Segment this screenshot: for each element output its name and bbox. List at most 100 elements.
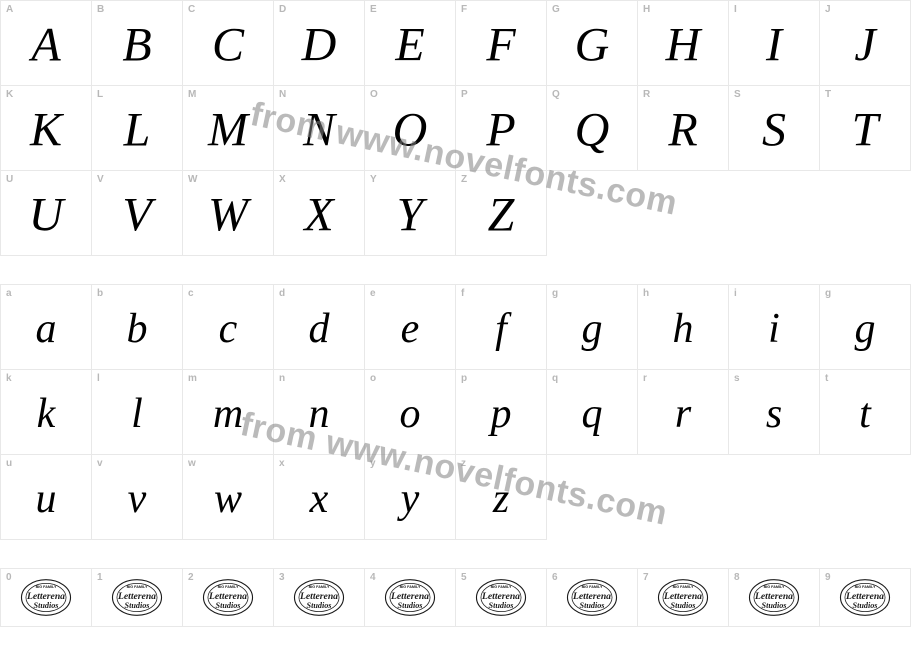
- glyph-cell: DD: [274, 1, 365, 86]
- cell-glyph: r: [675, 393, 691, 435]
- glyph-cell: TT: [820, 86, 911, 171]
- cell-label: T: [825, 89, 831, 100]
- cell-label: Z: [461, 174, 467, 185]
- glyph-cell: YY: [365, 171, 456, 256]
- svg-text:Studios: Studios: [125, 601, 150, 610]
- cell-label: I: [734, 4, 737, 15]
- cell-label: D: [279, 4, 286, 15]
- cell-glyph: g: [855, 308, 876, 350]
- studio-badge: BIG FAMILY Letterena Studios: [202, 577, 254, 624]
- cell-label: 0: [6, 572, 12, 583]
- cell-glyph: p: [491, 393, 512, 435]
- studio-badge: BIG FAMILY Letterena Studios: [566, 577, 618, 624]
- cell-glyph: K: [30, 106, 62, 154]
- glyph-cell: nn: [274, 370, 365, 455]
- digit-cell: 6 BIG FAMILY Letterena Studios: [547, 569, 638, 627]
- cell-label: 5: [461, 572, 467, 583]
- cell-label: W: [188, 174, 197, 185]
- svg-text:Studios: Studios: [398, 601, 423, 610]
- glyph-cell: kk: [1, 370, 92, 455]
- svg-text:Studios: Studios: [853, 601, 878, 610]
- cell-glyph: U: [29, 191, 64, 239]
- studio-badge: BIG FAMILY Letterena Studios: [20, 577, 72, 624]
- cell-glyph: w: [214, 478, 242, 520]
- cell-label: q: [552, 373, 558, 384]
- cell-label: F: [461, 4, 467, 15]
- cell-label: e: [370, 288, 376, 299]
- digit-cell: 0 BIG FAMILY Letterena Studios: [1, 569, 92, 627]
- glyph-cell: AA: [1, 1, 92, 86]
- svg-text:BIG FAMILY: BIG FAMILY: [855, 585, 876, 589]
- cell-label: V: [97, 174, 104, 185]
- cell-glyph: f: [495, 308, 507, 350]
- cell-label: P: [461, 89, 468, 100]
- svg-text:Studios: Studios: [489, 601, 514, 610]
- glyph-cell: yy: [365, 455, 456, 540]
- cell-label: g: [552, 288, 558, 299]
- studio-badge-icon: BIG FAMILY Letterena Studios: [657, 577, 709, 619]
- cell-label: L: [97, 89, 103, 100]
- cell-glyph: G: [575, 21, 610, 69]
- glyph-cell: vv: [92, 455, 183, 540]
- cell-glyph: h: [673, 308, 694, 350]
- cell-label: c: [188, 288, 194, 299]
- svg-text:Studios: Studios: [216, 601, 241, 610]
- glyph-cell: cc: [183, 285, 274, 370]
- glyph-cell: oo: [365, 370, 456, 455]
- cell-label: H: [643, 4, 650, 15]
- glyph-cell: XX: [274, 171, 365, 256]
- studio-badge-icon: BIG FAMILY Letterena Studios: [20, 577, 72, 619]
- cell-label: N: [279, 89, 286, 100]
- cell-label: f: [461, 288, 464, 299]
- digits-grid: 0 BIG FAMILY Letterena Studios 1 BIG FAM…: [0, 568, 911, 627]
- glyph-cell: gg: [820, 285, 911, 370]
- cell-label: E: [370, 4, 377, 15]
- cell-glyph: k: [37, 393, 56, 435]
- cell-label: O: [370, 89, 378, 100]
- studio-badge: BIG FAMILY Letterena Studios: [748, 577, 800, 624]
- glyph-cell: zz: [456, 455, 547, 540]
- svg-text:Studios: Studios: [580, 601, 605, 610]
- cell-label: 1: [97, 572, 103, 583]
- studio-badge-icon: BIG FAMILY Letterena Studios: [748, 577, 800, 619]
- cell-label: d: [279, 288, 285, 299]
- cell-label: S: [734, 89, 741, 100]
- cell-glyph: C: [212, 21, 244, 69]
- cell-label: h: [643, 288, 649, 299]
- glyph-cell: KK: [1, 86, 92, 171]
- glyph-cell: UU: [1, 171, 92, 256]
- glyph-cell: LL: [92, 86, 183, 171]
- cell-glyph: V: [122, 191, 151, 239]
- svg-text:BIG FAMILY: BIG FAMILY: [218, 585, 239, 589]
- glyph-cell: VV: [92, 171, 183, 256]
- cell-label: t: [825, 373, 828, 384]
- glyph-cell: OO: [365, 86, 456, 171]
- cell-label: 7: [643, 572, 649, 583]
- glyph-cell: pp: [456, 370, 547, 455]
- studio-badge-icon: BIG FAMILY Letterena Studios: [566, 577, 618, 619]
- cell-glyph: R: [668, 106, 697, 154]
- cell-glyph: e: [401, 308, 420, 350]
- glyph-cell: qq: [547, 370, 638, 455]
- cell-glyph: S: [762, 106, 786, 154]
- cell-label: 4: [370, 572, 376, 583]
- cell-label: Q: [552, 89, 560, 100]
- cell-label: U: [6, 174, 13, 185]
- svg-text:BIG FAMILY: BIG FAMILY: [309, 585, 330, 589]
- cell-label: n: [279, 373, 285, 384]
- glyph-cell: hh: [638, 285, 729, 370]
- glyph-cell: ii: [729, 285, 820, 370]
- cell-label: l: [97, 373, 100, 384]
- glyph-cell: ss: [729, 370, 820, 455]
- studio-badge-icon: BIG FAMILY Letterena Studios: [202, 577, 254, 619]
- cell-glyph: o: [400, 393, 421, 435]
- cell-label: 8: [734, 572, 740, 583]
- cell-label: K: [6, 89, 13, 100]
- studio-badge: BIG FAMILY Letterena Studios: [111, 577, 163, 624]
- glyph-cell: tt: [820, 370, 911, 455]
- cell-label: 3: [279, 572, 285, 583]
- glyph-cell: dd: [274, 285, 365, 370]
- digit-cell: 2 BIG FAMILY Letterena Studios: [183, 569, 274, 627]
- studio-badge-icon: BIG FAMILY Letterena Studios: [839, 577, 891, 619]
- cell-glyph: F: [486, 21, 515, 69]
